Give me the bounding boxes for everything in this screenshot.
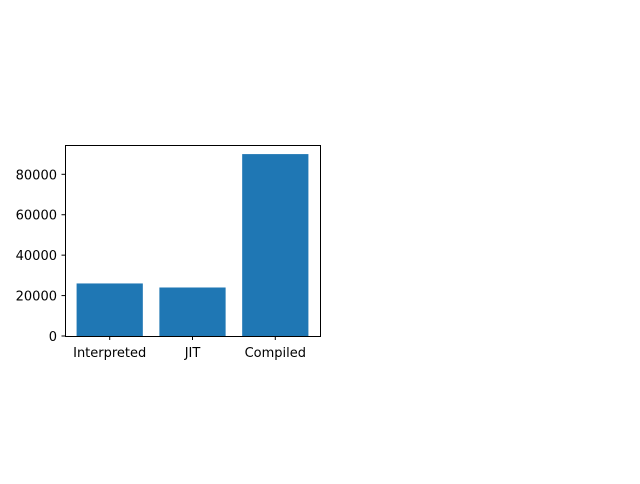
y-tick-label: 0	[49, 330, 57, 345]
bars	[76, 154, 309, 336]
y-tick-label: 40000	[16, 249, 57, 264]
axis-ticks: Interpreted JIT Compiled 0 20000 40000 60000 80…	[16, 168, 306, 361]
bar-compiled	[242, 154, 309, 336]
x-tick-label: Compiled	[245, 346, 306, 361]
bar-jit	[159, 287, 226, 336]
x-tick-label: JIT	[184, 346, 201, 361]
bar-interpreted	[76, 283, 143, 336]
y-tick-label: 20000	[16, 290, 57, 305]
x-tick-label: Interpreted	[73, 346, 146, 361]
axes-frame	[65, 145, 321, 337]
y-tick-label: 60000	[16, 209, 57, 224]
y-tick-label: 80000	[16, 168, 57, 183]
